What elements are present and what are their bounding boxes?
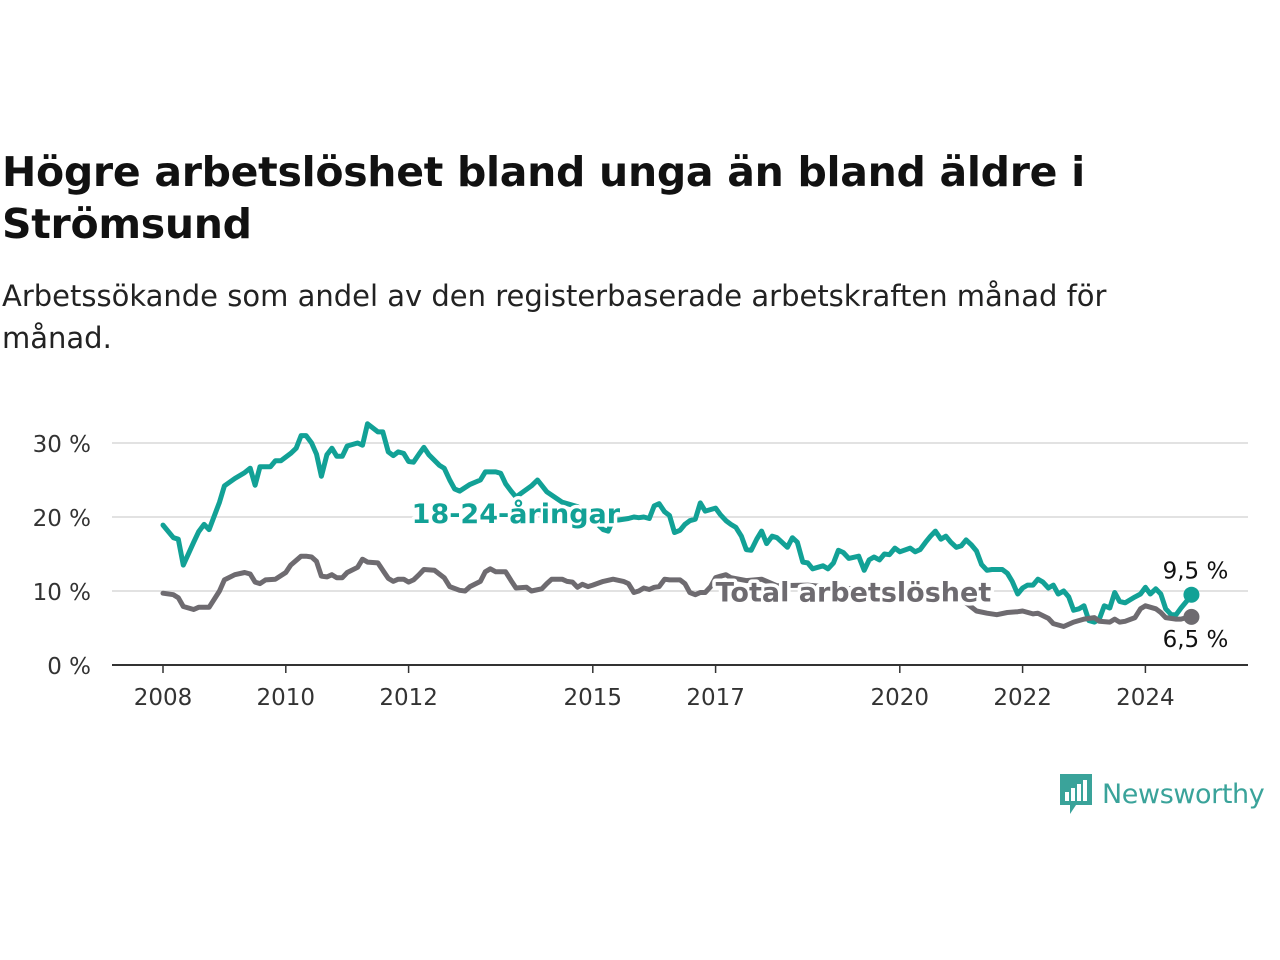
y-tick-label: 10 % [33,580,91,606]
series-end-label-0: 9,5 % [1163,559,1229,585]
newsworthy-logo-icon [1060,774,1092,814]
y-tick-label: 30 % [33,432,91,458]
series-name-label-1: Total arbetslöshet [716,577,992,608]
x-tick-label: 2024 [1116,685,1175,711]
chart-subtitle: Arbetssökande som andel av den registerb… [2,279,1107,355]
brand-name: Newsworthy [1102,778,1265,810]
x-tick-label: 2012 [379,685,438,711]
series-end-point-1 [1183,608,1200,625]
y-tick-label: 20 % [33,506,91,532]
series-labels: 9,5 % 6,5 % 18-24-åringar Total arbetslöshe… [408,494,1229,653]
x-tick-label: 2008 [134,685,193,711]
series-name-label-0: 18-24-åringar [412,498,621,530]
x-tick-label: 2020 [871,685,930,711]
y-tick-label: 0 % [47,654,91,680]
series-line-1 [160,553,1194,629]
x-tick-label: 2017 [686,685,745,711]
x-tick-label: 2022 [993,685,1052,711]
series-end-point-0 [1183,586,1200,603]
chart-title: Högre arbetslöshet bland unga än bland ä… [2,148,1085,248]
axes: 0 % 10 % 20 % 30 % 2008 2010 2012 2015 2017 2020 2… [33,432,1248,711]
x-tick-label: 2015 [564,685,623,711]
newsworthy-logo: Newsworthy [1058,772,1265,816]
x-tick-label: 2010 [257,685,316,711]
line-chart: 0 % 10 % 20 % 30 % 2008 2010 2012 2015 2017 2020 2… [33,421,1248,711]
series-end-label-1: 6,5 % [1163,627,1229,653]
series-line-0 [160,421,1194,625]
gridlines [112,442,1248,592]
series-lines [160,421,1200,629]
